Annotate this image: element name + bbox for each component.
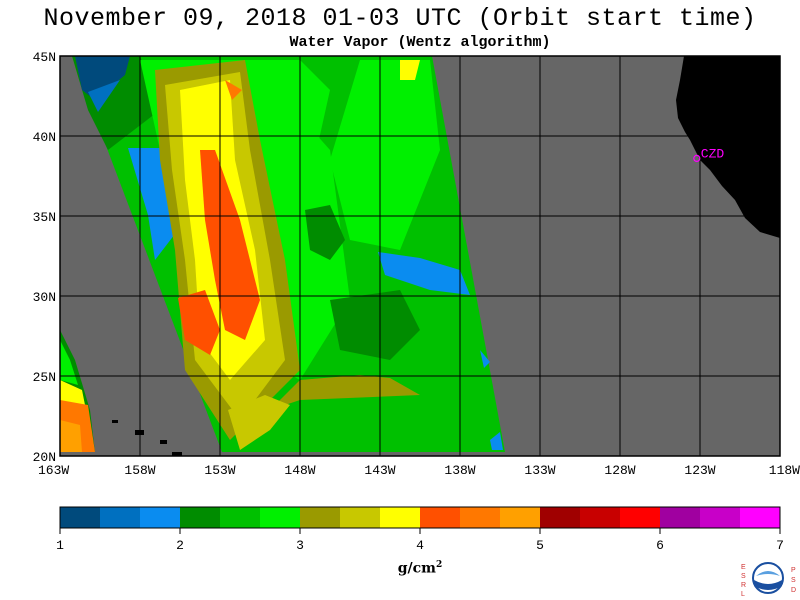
colorbar-ticks: 1 2 3 4 5 6 7 [56,528,784,553]
chart-subtitle: Water Vapor (Wentz algorithm) [289,34,551,51]
lon-tick-label: 133W [524,463,555,478]
lon-tick-label: 153W [204,463,235,478]
colorbar-tick-label: 7 [776,538,784,553]
colorbar-cell [500,507,541,528]
logo-letter: R [741,582,746,589]
colorbar-cell [140,507,181,528]
colorbar-cell [740,507,781,528]
lat-tick-label: 45N [33,50,56,65]
colorbar-cell [700,507,741,528]
lon-tick-label: 138W [444,463,475,478]
lon-tick-label: 163W [38,463,69,478]
lat-tick-label: 25N [33,370,56,385]
colorbar-cell [340,507,381,528]
logo-letter: S [741,573,746,580]
lon-tick-label: 118W [769,463,800,478]
map-frame [59,55,781,457]
colorbar-cell [260,507,301,528]
lon-tick-label: 158W [124,463,155,478]
logo-letter: P [791,567,796,574]
colorbar-tick-label: 6 [656,538,664,553]
lon-tick-label: 143W [364,463,395,478]
logo-letter: D [791,587,796,594]
lon-tick-label: 128W [604,463,635,478]
lat-tick-label: 35N [33,210,56,225]
logo-letter: E [741,564,746,571]
swath-main [72,56,505,452]
colorbar-tick-label: 3 [296,538,304,553]
noaa-logo-text: NOAA [761,577,776,583]
colorbar-cell [300,507,341,528]
swath-neighbor [60,330,95,452]
colorbar-units: g/cm2 [360,560,480,577]
lat-tick-label: 20N [33,450,56,465]
colorbar-cell [180,507,221,528]
logo-letter: S [791,577,796,584]
colorbar-cell [620,507,661,528]
colorbar-tick-label: 1 [56,538,64,553]
units-text: g/cm [397,560,436,577]
colorbar-cell [460,507,501,528]
logo-letter: L [741,591,745,598]
colorbar-tick-label: 5 [536,538,544,553]
colorbar-cell [100,507,141,528]
colorbar-cells [60,507,781,528]
lat-tick-label: 30N [33,290,56,305]
colorbar-cell [540,507,581,528]
colorbar-cell [660,507,701,528]
longitude-labels: 163W 158W 153W 148W 143W 138W 133W 128W 123W 118W [38,463,800,478]
station-label: CZD [701,146,725,161]
land-north-america [676,56,780,238]
colorbar-cell [580,507,621,528]
lat-tick-label: 40N [33,130,56,145]
colorbar-tick-label: 2 [176,538,184,553]
psd-letters: PSD [791,567,796,594]
chart-title: November 09, 2018 01-03 UTC (Orbit start… [43,4,757,33]
station-marker: CZD [693,146,725,162]
colorbar-tick-label: 4 [416,538,424,553]
colorbar-cell [380,507,421,528]
lon-tick-label: 123W [684,463,715,478]
colorbar-cell [220,507,261,528]
latitude-labels: 45N 40N 35N 30N 25N 20N [33,50,56,465]
units-superscript: 2 [435,560,443,570]
colorbar-cell [420,507,461,528]
colorbar-cell [60,507,101,528]
lon-tick-label: 148W [284,463,315,478]
